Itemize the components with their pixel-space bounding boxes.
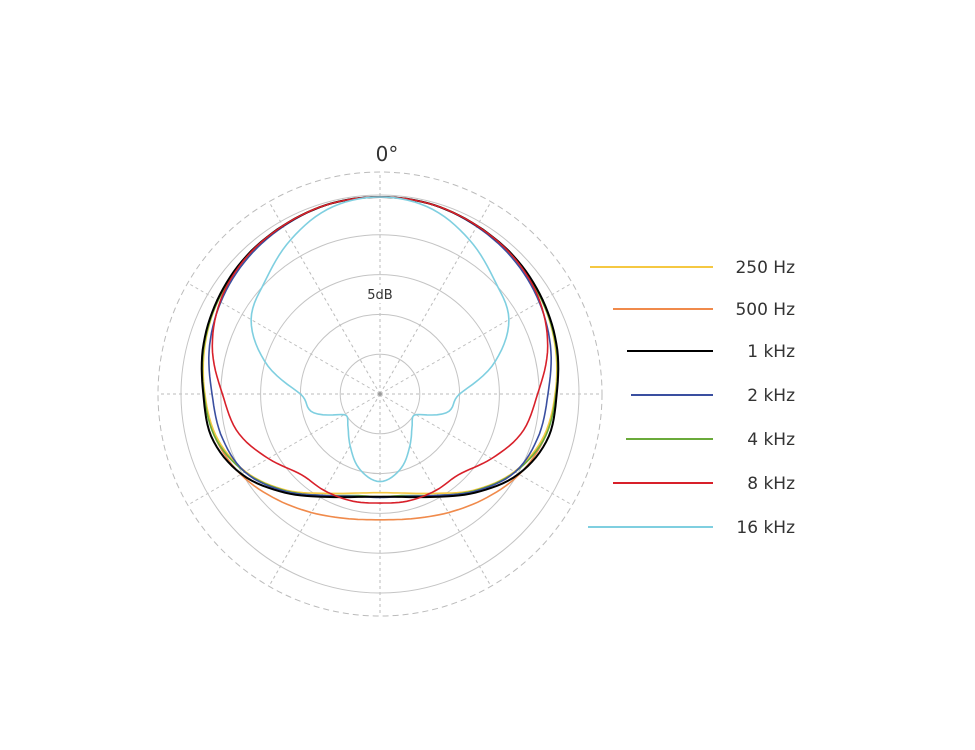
- grid-outer-ring: [157, 171, 603, 617]
- angle-label-0: 0°: [376, 142, 399, 166]
- grid-spoke: [268, 201, 381, 395]
- grid-spoke: [379, 201, 492, 395]
- grid-spoke: [187, 393, 381, 506]
- grid-spoke: [379, 282, 573, 395]
- legend-label-1-khz: 1 kHz: [747, 342, 795, 362]
- grid-spoke: [379, 393, 573, 506]
- polar-grid: [157, 171, 603, 617]
- legend: 250 Hz 500 Hz 1 kHz 2 kHz 4 kHz 8 kHz 16 kHz: [588, 258, 795, 538]
- polar-curves: [200, 195, 560, 521]
- grid-center: [378, 392, 382, 396]
- curve-16-khz: [250, 196, 510, 483]
- grid-ring: [180, 194, 580, 594]
- legend-label-500-hz: 500 Hz: [735, 300, 795, 320]
- legend-label-2-khz: 2 kHz: [747, 386, 795, 406]
- grid-ring: [260, 274, 500, 514]
- grid-spoke: [187, 282, 381, 395]
- ring-label-bg: [364, 285, 396, 303]
- legend-label-4-khz: 4 kHz: [747, 430, 795, 450]
- ring-label: 5dB: [367, 288, 392, 303]
- legend-label-8-khz: 8 kHz: [747, 474, 795, 494]
- legend-label-250-hz: 250 Hz: [735, 258, 795, 278]
- grid-ring: [220, 234, 540, 554]
- grid-ring: [339, 353, 421, 435]
- legend-label-16-khz: 16 kHz: [736, 518, 795, 538]
